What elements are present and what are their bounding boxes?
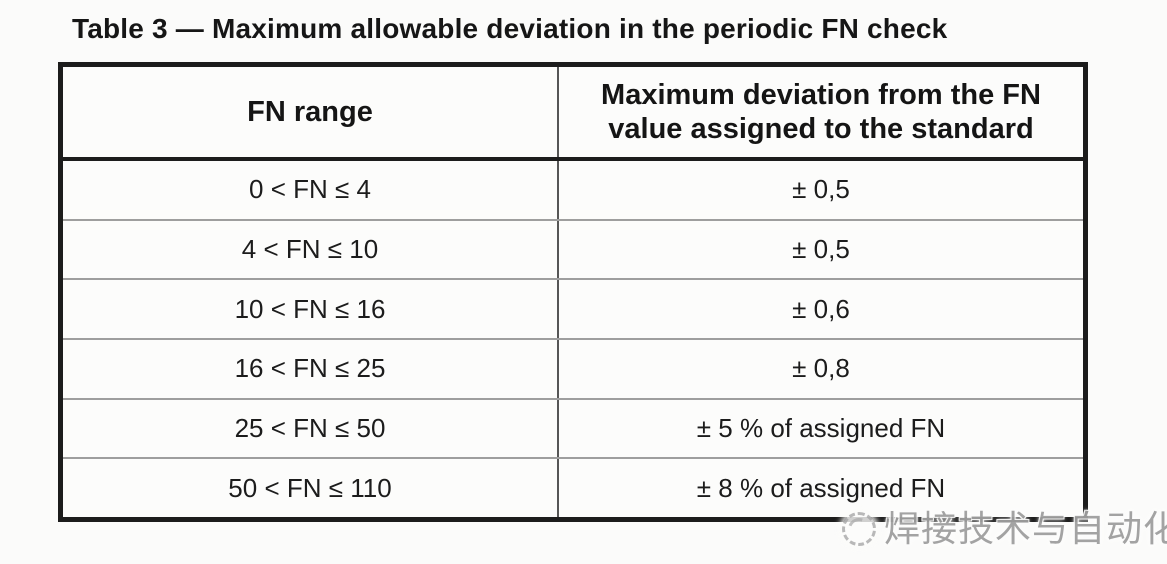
cell-fn-range: 16 < FN ≤ 25 [234,353,386,384]
watermark-text: 焊接技术与自动化 [884,508,1167,549]
col-header-max-deviation-label: Maximum deviation from the FN value assi… [601,78,1041,145]
table-row: 25 < FN ≤ 50 ± 5 % of assigned FN [63,397,1083,458]
table-row: 0 < FN ≤ 4 ± 0,5 [63,161,1083,219]
watermark: 焊接技术与自动化 [842,500,1167,558]
table-row: 4 < FN ≤ 10 ± 0,5 [63,218,1083,279]
cell-fn-range: 25 < FN ≤ 50 [234,413,386,444]
table-header-row: FN range Maximum deviation from the FN v… [63,67,1083,161]
cell-max-deviation: ± 0,6 [557,280,1083,339]
fn-deviation-table: FN range Maximum deviation from the FN v… [58,62,1088,522]
cell-fn-range: 4 < FN ≤ 10 [241,234,379,264]
cell-fn-range: 50 < FN ≤ 110 [228,472,392,503]
table-caption: Table 3 — Maximum allowable deviation in… [72,13,948,44]
table-row: 50 < FN ≤ 110 ± 8 % of assigned FN [63,457,1083,518]
col-header-fn-range: FN range [247,95,373,128]
cell-max-deviation: ± 5 % of assigned FN [557,399,1083,458]
dashed-circle-logo-icon [842,512,876,546]
cell-fn-range: 10 < FN ≤ 16 [234,293,386,324]
cell-fn-range: 0 < FN ≤ 4 [249,174,371,205]
logo-inner-arc [844,514,874,544]
cell-max-deviation: ± 0,5 [557,220,1083,279]
table-row: 10 < FN ≤ 16 ± 0,6 [63,278,1083,339]
cell-max-deviation: ± 0,5 [557,161,1083,219]
table-row: 16 < FN ≤ 25 ± 0,8 [63,338,1083,398]
cell-max-deviation: ± 0,8 [557,340,1083,398]
cell-max-deviation: ± 8 % of assigned FN [557,459,1083,518]
col-header-max-deviation: Maximum deviation from the FN value assi… [557,67,1083,157]
